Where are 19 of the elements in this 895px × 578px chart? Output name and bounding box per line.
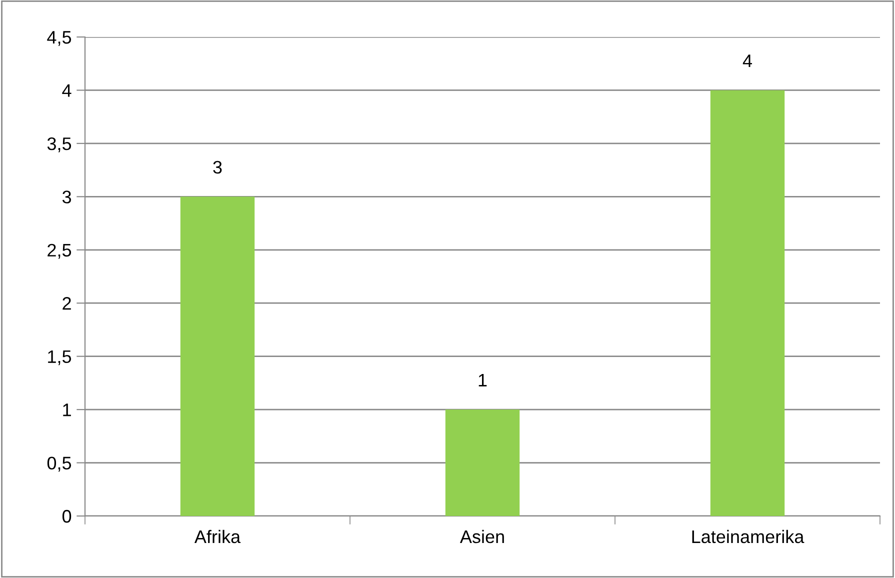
data-label: 4	[742, 54, 752, 68]
bar	[180, 196, 255, 516]
x-tick-label: Afrika	[194, 530, 241, 544]
bar	[710, 90, 785, 516]
y-tick-label: 2,5	[48, 244, 72, 259]
y-tick-label: 2	[62, 297, 71, 310]
x-tick-label: Asien	[460, 530, 504, 544]
y-tick-label: 4	[62, 84, 72, 97]
x-tick-label: Lateinamerika	[692, 530, 804, 544]
y-tick-label: 0,5	[47, 456, 72, 472]
y-tick-label: 0	[62, 510, 72, 523]
y-tick-label: 1	[63, 404, 71, 416]
data-label: 3	[213, 160, 222, 174]
y-tick-label: 1,5	[48, 350, 72, 366]
y-tick-label: 3,5	[47, 137, 72, 152]
data-label: 1	[478, 374, 487, 386]
y-tick-label: 4,5	[47, 31, 72, 46]
bar	[445, 410, 520, 516]
y-tick-label: 3	[62, 190, 72, 204]
